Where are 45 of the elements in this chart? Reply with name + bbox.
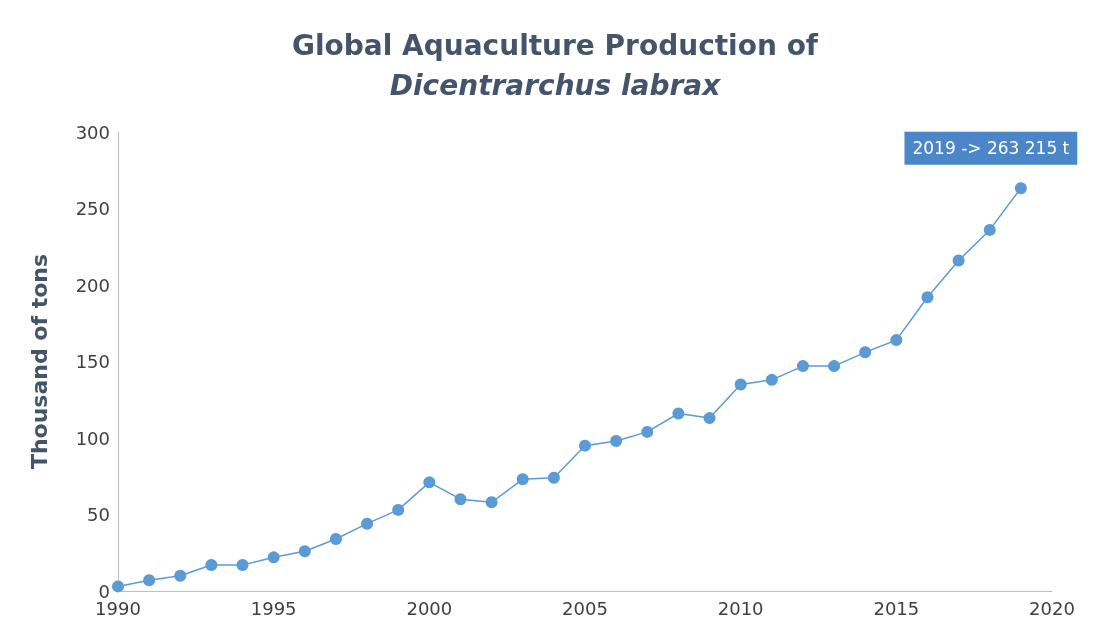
point [983,223,996,236]
point [547,471,560,484]
point [143,574,156,587]
x-tick-label: 2000 [406,597,453,619]
y-tick-label: 200 [75,274,110,296]
point [672,407,685,420]
point [796,360,809,373]
point [859,346,872,359]
x-tick-label: 2005 [562,597,608,619]
point [485,496,498,509]
y-tick-label: 100 [75,427,110,449]
point [734,378,747,391]
point [329,532,342,545]
y-tick-label: 150 [75,351,110,372]
y-axis-title: Thousand of tons [26,253,52,470]
x-tick-label: 2015 [873,597,920,619]
point [765,373,778,386]
point [267,551,280,564]
point [392,503,405,516]
point [298,545,311,558]
point [454,493,467,506]
y-tick-label: 50 [87,504,110,525]
y-tick-label: 250 [75,198,110,219]
point [516,473,529,486]
point [423,476,436,489]
point [952,254,965,267]
point [703,412,716,425]
point [641,425,654,438]
chart-title: Global Aquaculture Production of Dicentrarchus labrax [291,28,819,102]
x-tick-label: 2020 [1029,597,1075,619]
point [112,580,124,593]
annotation: 2019 -> 263 215 t [912,138,1070,159]
point [579,439,591,452]
point [610,435,623,448]
point [205,558,218,571]
point [236,558,249,571]
point [174,569,187,582]
point [361,517,374,530]
point [828,360,841,373]
point [1014,182,1027,195]
x-tick-label: 1995 [250,597,297,619]
point [890,334,903,347]
y-tick-label: 300 [75,121,110,143]
point [921,291,934,304]
x-tick-label: 2010 [717,597,764,619]
